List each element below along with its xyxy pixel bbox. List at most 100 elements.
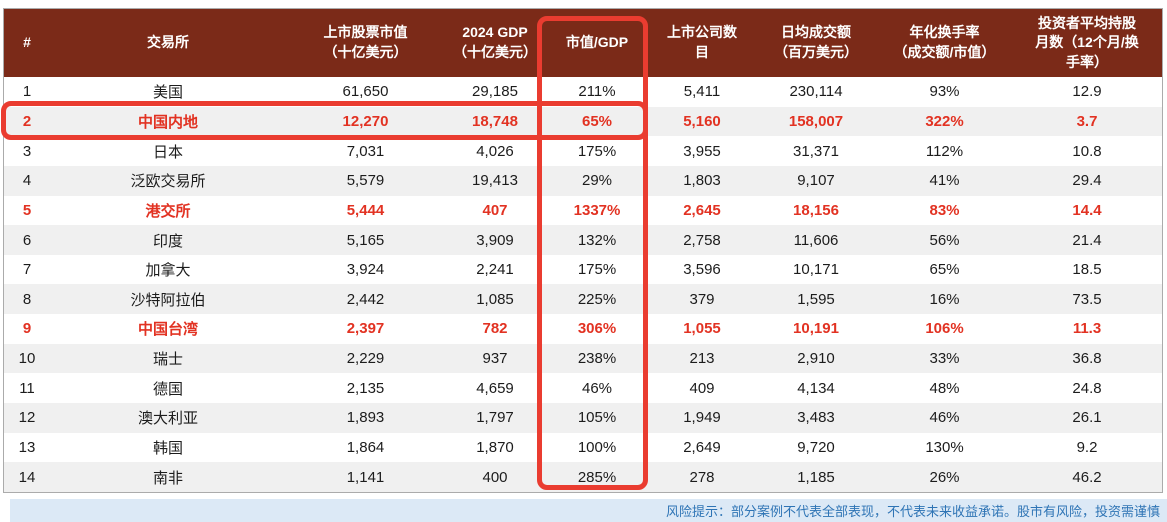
value-cell: 21.4 [1072,231,1102,249]
table-row-13: 13 韩国 1,864 1,870 100% 2,649 9,720 130% 9.2 [4,432,1162,463]
rank-cell: 13 [18,439,36,456]
exchange-name-cell: 澳大利亚 [137,410,198,428]
value-cell: 3,596 [683,261,721,279]
rank-cell: 12 [18,409,36,427]
value-cell: 5,160 [683,112,721,130]
value-cell: 7,031 [346,142,385,160]
value-cell: 3,924 [346,261,385,279]
table-row-14: 14 南非 1,141 400 285% 278 1,185 26% 46.2 [4,462,1162,492]
value-cell: 2,910 [797,350,835,368]
value-cell: 18,156 [793,201,839,219]
value-cell: 1,595 [797,290,835,308]
exchange-name-cell: 南非 [152,469,183,487]
value-cell: 937 [482,350,508,368]
column-header-5: 上市公司数 目 [667,24,737,60]
rank-cell: 8 [22,290,32,308]
table-row-4: 4 泛欧交易所 5,579 19,413 29% 1,803 9,107 41% 29.4 [4,165,1162,196]
value-cell: 29% [581,172,613,190]
value-cell: 9,107 [797,172,835,190]
value-cell: 14.4 [1072,201,1102,219]
value-cell: 29.4 [1072,172,1102,190]
column-header-6: 日均成交额 （百万美元） [774,24,858,60]
table-row-8: 8 沙特阿拉伯 2,442 1,085 225% 379 1,595 16% 73.5 [4,284,1162,315]
value-cell: 1,949 [683,409,721,427]
rank-cell: 9 [22,320,32,338]
risk-disclaimer-text: 风险提示：部分案例不代表全部表现，不代表未来收益承诺。股市有风险，投资需谨慎 [665,504,1160,519]
value-cell: 100% [577,439,617,456]
value-cell: 36.8 [1072,350,1102,368]
column-header-2: 上市股票市值 （十亿美元） [323,24,408,60]
value-cell: 12,270 [342,112,389,130]
value-cell: 225% [577,290,617,308]
exchange-name-cell: 瑞士 [152,351,183,369]
value-cell: 3,909 [476,231,514,249]
risk-disclaimer-bar: 风险提示：部分案例不代表全部表现，不代表未来收益承诺。股市有风险，投资需谨慎 [10,499,1167,522]
rank-cell: 2 [22,112,32,130]
value-cell: 31,371 [793,142,839,160]
value-cell: 1,085 [476,290,514,308]
value-cell: 3,955 [683,142,721,160]
rank-cell: 11 [19,379,35,397]
value-cell: 48% [929,379,960,397]
value-cell: 83% [929,201,960,219]
table-row-5: 5 港交所 5,444 407 1337% 2,645 18,156 83% 14.4 [4,195,1162,226]
exchange-name-cell: 韩国 [152,440,183,457]
exchange-name-cell: 加拿大 [145,262,191,280]
value-cell: 1,864 [346,439,385,456]
exchange-name-cell: 沙特阿拉伯 [130,291,206,309]
value-cell: 213 [689,350,715,368]
column-header-1: 交易所 [147,34,189,51]
value-cell: 65% [581,112,613,130]
value-cell: 93% [929,83,960,101]
value-cell: 24.8 [1072,379,1102,397]
value-cell: 12.9 [1072,83,1102,101]
column-header-0: # [23,34,31,51]
value-cell: 285% [577,468,617,486]
table-row-1: 1 美国 61,650 29,185 211% 5,411 230,114 93% 12.9 [4,77,1162,107]
value-cell: 1337% [573,201,621,219]
rank-cell: 14 [18,468,36,486]
value-cell: 5,444 [346,201,385,219]
value-cell: 9,720 [797,439,835,456]
value-cell: 105% [577,409,617,427]
value-cell: 10,171 [793,261,839,279]
value-cell: 158,007 [788,112,844,130]
value-cell: 1,055 [683,320,721,338]
value-cell: 409 [689,379,715,397]
value-cell: 5,411 [683,83,721,101]
value-cell: 132% [577,231,617,249]
table-row-6: 6 印度 5,165 3,909 132% 2,758 11,606 56% 21.4 [4,225,1162,255]
value-cell: 4,134 [797,379,835,397]
value-cell: 16% [929,290,960,308]
value-cell: 322% [925,112,964,130]
value-cell: 112% [925,142,964,160]
table-row-7: 7 加拿大 3,924 2,241 175% 3,596 10,171 65% 18.5 [4,254,1162,285]
table-row-9: 9 中国台湾 2,397 782 306% 1,055 10,191 106% 11.3 [4,314,1162,344]
table-row-3: 3 日本 7,031 4,026 175% 3,955 31,371 112% 10.8 [4,136,1162,166]
rank-cell: 10 [18,350,36,368]
value-cell: 2,758 [683,231,721,249]
value-cell: 407 [482,201,508,219]
value-cell: 2,229 [346,350,385,368]
value-cell: 19,413 [472,172,518,190]
table-header-row: # 交易所 上市股票市值 （十亿美元） 2024 GDP （十亿美元） 市值/GDP 上市… [4,9,1162,77]
value-cell: 1,893 [346,409,385,427]
exchange-name-cell: 德国 [152,380,183,398]
value-cell: 3.7 [1076,112,1098,130]
rank-cell: 7 [22,261,32,279]
value-cell: 400 [482,468,508,486]
value-cell: 5,579 [346,172,385,190]
value-cell: 175% [577,261,617,279]
value-cell: 782 [482,320,508,338]
value-cell: 306% [577,320,617,338]
exchange-name-cell: 中国台湾 [137,321,198,339]
exchange-name-cell: 美国 [152,84,183,102]
rank-cell: 6 [22,231,32,249]
exchange-name-cell: 港交所 [145,202,191,220]
value-cell: 1,185 [797,468,835,486]
value-cell: 5,165 [346,231,385,249]
value-cell: 46% [581,379,613,397]
exchange-name-cell: 印度 [152,232,183,250]
exchange-name-cell: 中国内地 [137,113,198,131]
rank-cell: 5 [22,201,32,219]
